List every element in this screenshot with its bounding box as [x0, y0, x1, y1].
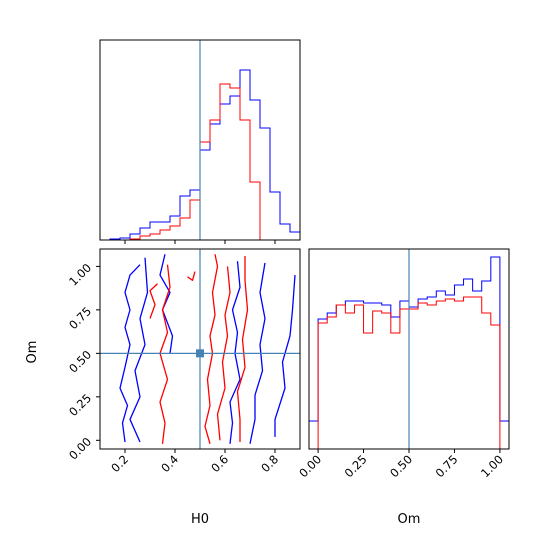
joint-frame [99, 248, 301, 450]
h0-hist-series-1 [110, 83, 261, 241]
joint-ytick-label-0: 0.00 [66, 435, 94, 463]
om-hist-series-1 [317, 296, 501, 449]
joint-contours [119, 254, 296, 444]
joint-xtick-label-2: 0.6 [208, 452, 231, 475]
om-xtick-label-3: 0.75 [433, 452, 461, 480]
om-xtick-label-2: 0.50 [387, 452, 415, 480]
h0-hist-frame [99, 39, 301, 241]
contour-series-1-0 [159, 264, 171, 444]
joint-xtick-label-3: 0.8 [258, 452, 281, 475]
joint-ytick-label-4: 1.00 [66, 261, 94, 289]
om-x-axis-label: Om [398, 512, 421, 527]
h0-histogram-panel [99, 39, 301, 244]
om-hist-frame [308, 248, 510, 450]
contour-series-1-4 [236, 255, 249, 443]
contour-series-0-3 [229, 261, 241, 444]
contour-series-0-1 [129, 257, 149, 443]
contour-series-0-0 [119, 264, 141, 443]
joint-xtick-label-1: 0.4 [158, 452, 181, 475]
om-xtick-label-1: 0.25 [342, 452, 370, 480]
om-histogram-panel: 0.00 0.25 0.50 0.75 1.00 [296, 248, 510, 480]
contour-series-0-2 [159, 254, 174, 354]
joint-ytick-label-3: 0.75 [66, 304, 94, 332]
contour-series-1-1 [149, 283, 158, 319]
contour-series-0-4 [249, 262, 266, 444]
om-xtick-label-4: 1.00 [478, 452, 506, 480]
contour-series-0-5 [274, 275, 296, 437]
truth-marker [196, 349, 204, 358]
joint-xtick-label-0: 0.2 [108, 452, 131, 475]
om-xtick-label-0: 0.00 [296, 452, 324, 480]
joint-y-axis-label: Om [25, 341, 40, 364]
joint-ytick-label-2: 0.50 [66, 348, 94, 376]
contour-series-1-2 [204, 254, 219, 444]
joint-x-axis-label: H0 [191, 512, 209, 527]
contour-series-1-3 [216, 266, 231, 441]
joint-ytick-label-1: 0.25 [66, 391, 94, 419]
contour-series-1-5 [187, 271, 196, 281]
h0-hist-series-0 [109, 69, 301, 240]
joint-contour-panel: 0.2 0.4 0.6 0.8 0.00 0.25 0.50 0.75 1.00 [66, 248, 301, 475]
